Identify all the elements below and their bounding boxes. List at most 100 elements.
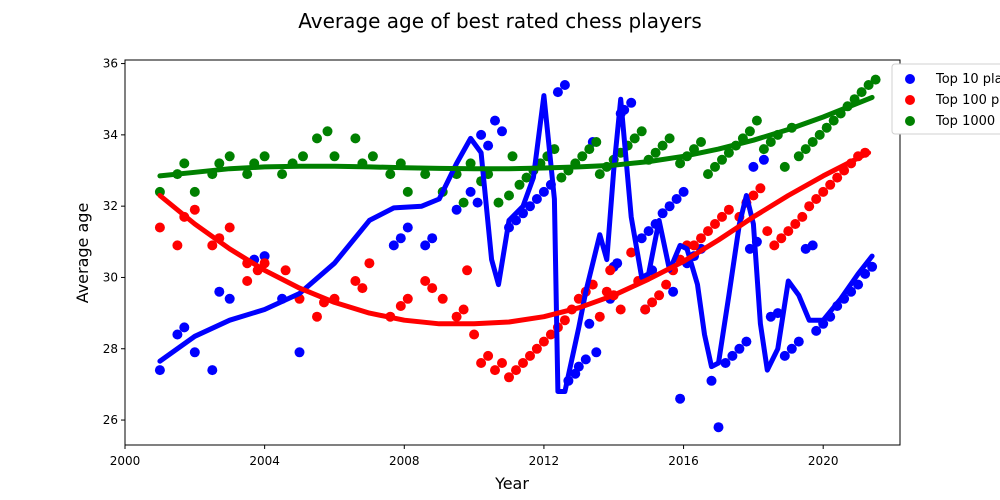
data-point: [626, 97, 637, 108]
data-point: [591, 137, 602, 147]
data-point: [758, 154, 769, 165]
y-tick-label: 36: [103, 57, 118, 71]
data-point: [713, 422, 724, 433]
data-point: [224, 222, 235, 233]
data-point: [727, 350, 738, 361]
plot-area: [154, 74, 881, 433]
data-point: [490, 115, 500, 126]
data-point: [793, 336, 804, 347]
data-point: [696, 233, 706, 244]
data-point: [538, 186, 549, 197]
data-point: [427, 233, 438, 244]
data-point: [357, 283, 368, 294]
data-point: [654, 290, 665, 301]
data-point: [723, 147, 734, 158]
data-point: [395, 233, 406, 244]
data-point: [367, 151, 378, 162]
data-point: [751, 115, 762, 126]
data-point: [696, 137, 706, 147]
data-point: [762, 226, 773, 237]
data-point: [786, 343, 797, 354]
data-point: [350, 133, 361, 144]
data-point: [504, 190, 514, 201]
x-tick-label: 2004: [249, 454, 280, 468]
data-point: [462, 265, 473, 276]
data-point: [626, 247, 637, 258]
data-point: [800, 144, 811, 155]
data-point: [559, 80, 570, 90]
data-point: [497, 358, 507, 368]
data-point: [573, 293, 584, 304]
series-2: [154, 74, 881, 208]
data-point: [224, 151, 235, 162]
data-point: [710, 219, 720, 229]
chart-title: Average age of best rated chess players: [298, 9, 702, 33]
data-point: [769, 240, 780, 251]
data-point: [821, 122, 832, 133]
data-point: [807, 240, 818, 251]
data-point: [525, 350, 535, 361]
legend-label: Top 100 p: [935, 93, 999, 108]
data-point: [490, 365, 500, 376]
data-point: [350, 276, 361, 286]
data-point: [469, 329, 480, 340]
data-point: [814, 129, 825, 140]
data-point: [664, 133, 675, 144]
data-point: [765, 137, 776, 147]
data-point: [744, 126, 755, 137]
data-point: [811, 194, 822, 204]
data-point: [189, 347, 200, 358]
data-point: [594, 311, 605, 322]
y-axis-label: Average age: [73, 203, 92, 304]
y-tick-label: 32: [103, 199, 118, 213]
data-point: [420, 169, 431, 180]
data-point: [476, 129, 487, 140]
data-point: [720, 358, 731, 368]
legend-marker: [905, 116, 915, 126]
data-point: [437, 293, 448, 304]
data-point: [748, 161, 759, 172]
data-point: [643, 226, 654, 237]
data-point: [755, 183, 766, 194]
data-point: [605, 265, 616, 276]
data-point: [514, 179, 525, 190]
data-point: [329, 151, 340, 162]
data-point: [451, 204, 462, 215]
data-point: [294, 347, 305, 358]
data-point: [224, 293, 235, 304]
data-point: [511, 365, 521, 376]
data-point: [790, 219, 801, 229]
data-point: [483, 140, 494, 151]
data-point: [818, 186, 829, 197]
data-point: [776, 233, 787, 244]
data-point: [179, 158, 190, 169]
data-point: [703, 169, 713, 180]
data-point: [214, 286, 225, 297]
legend-label: Top 1000: [935, 114, 995, 129]
x-axis-label: Year: [494, 474, 529, 493]
data-point: [678, 186, 689, 197]
data-point: [556, 172, 567, 183]
data-point: [797, 211, 808, 222]
data-point: [465, 158, 476, 169]
data-point: [493, 197, 504, 208]
data-point: [385, 169, 396, 180]
data-point: [189, 204, 200, 215]
data-point: [259, 151, 270, 162]
x-tick-label: 2008: [389, 454, 420, 468]
data-point: [312, 133, 322, 144]
data-point: [577, 151, 588, 162]
data-point: [172, 329, 183, 340]
data-point: [277, 169, 288, 180]
data-point: [172, 240, 183, 251]
data-point: [298, 151, 308, 162]
data-point: [811, 325, 822, 336]
data-point: [870, 74, 881, 85]
y-axis: 26 28 30 32 34 36: [103, 57, 125, 427]
data-point: [504, 372, 514, 383]
data-point: [647, 297, 658, 308]
y-tick-label: 26: [103, 413, 118, 427]
data-point: [154, 222, 165, 233]
data-point: [629, 133, 640, 144]
data-point: [207, 365, 218, 376]
